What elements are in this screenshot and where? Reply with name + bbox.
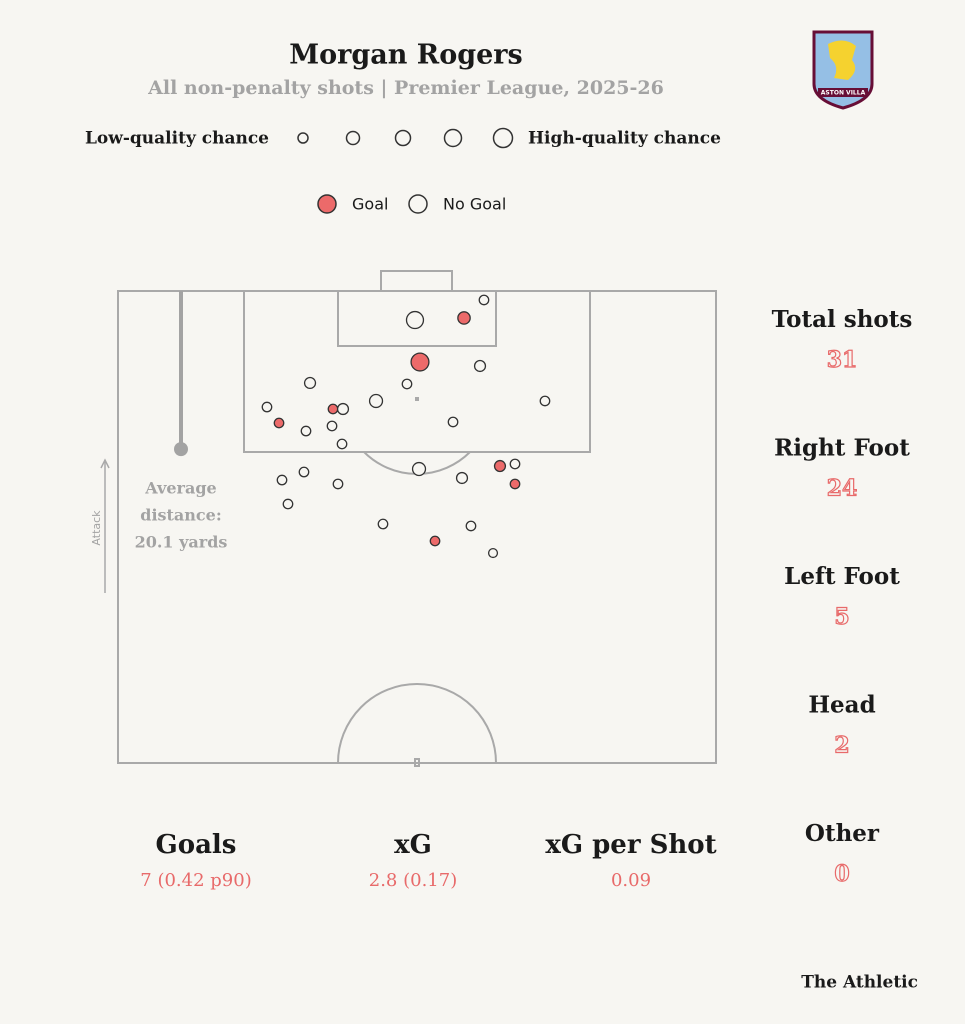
stat-value: 24 (827, 476, 858, 502)
stat-label: Other (805, 820, 880, 847)
legend-label: Goal (352, 195, 388, 214)
legend-swatch (317, 194, 337, 214)
stat-label: Total shots (772, 306, 913, 333)
shot (303, 376, 317, 390)
penalty-spot (415, 397, 419, 401)
stat-label: Goals (156, 830, 237, 860)
stat-label: Left Foot (784, 563, 900, 590)
club-badge: ASTON VILLA (812, 30, 874, 110)
stat-value: 2.8 (0.17) (369, 870, 457, 891)
badge-text: ASTON VILLA (821, 90, 866, 97)
badge-banner (818, 88, 868, 97)
shot-goal (509, 478, 521, 490)
average-distance-label: 20.1 yards (135, 533, 228, 552)
shot (261, 401, 273, 413)
badge-lion (828, 40, 856, 80)
shot (509, 458, 521, 470)
shot (276, 474, 288, 486)
legend-label: No Goal (443, 195, 506, 214)
shot (478, 294, 490, 306)
average-distance-label: Average (144, 479, 216, 498)
shot (487, 547, 499, 559)
shot-goal (327, 403, 339, 415)
shot-goal (493, 459, 507, 473)
stat-label: xG per Shot (545, 830, 716, 860)
stat-label: Right Foot (774, 435, 910, 462)
size-swatch (394, 129, 412, 147)
title: Morgan Rogers (289, 40, 522, 71)
centre-circle (337, 683, 497, 764)
legend-high: High-quality chance (528, 129, 721, 149)
shot-goal (410, 352, 430, 372)
stat-value: 2 (834, 733, 849, 759)
shot (336, 438, 348, 450)
shot (300, 425, 312, 437)
stat-label: Head (808, 692, 875, 719)
shot (298, 466, 310, 478)
centre-spot (414, 758, 420, 767)
shot-goal (273, 417, 285, 429)
shots (261, 294, 551, 559)
average-distance-label: distance: (140, 506, 222, 525)
attack-arrow-head (100, 458, 110, 469)
shot (368, 393, 384, 409)
shot (539, 395, 551, 407)
shot (326, 420, 338, 432)
shot (332, 478, 344, 490)
stat-value: 0.09 (611, 870, 651, 891)
shot (377, 518, 389, 530)
size-legend (297, 127, 514, 149)
shot (282, 498, 294, 510)
size-swatch (345, 130, 361, 146)
size-swatch (443, 128, 463, 148)
stat-value: 0 (834, 861, 849, 887)
legend-low: Low-quality chance (85, 129, 269, 149)
shot (411, 461, 427, 477)
size-swatch (492, 127, 514, 149)
stat-label: xG (394, 830, 432, 860)
shot-goal (457, 311, 471, 325)
stat-value: 7 (0.42 p90) (140, 870, 251, 891)
subtitle: All non-penalty shots | Premier League, … (147, 77, 664, 99)
shot (455, 471, 469, 485)
shot (405, 310, 425, 330)
attack-label: Attack (90, 510, 103, 546)
source: The Athletic (801, 973, 918, 993)
size-swatch (297, 132, 309, 144)
shot (465, 520, 477, 532)
legend-swatch (408, 194, 428, 214)
shot (401, 378, 413, 390)
average-distance-marker (174, 442, 188, 457)
shot (447, 416, 459, 428)
shot (336, 402, 350, 416)
pitch: Attack (90, 270, 717, 767)
shot (473, 359, 487, 373)
stat-value: 31 (827, 347, 858, 373)
goal (380, 270, 453, 292)
shot-goal (429, 535, 441, 547)
stat-value: 5 (834, 604, 849, 630)
